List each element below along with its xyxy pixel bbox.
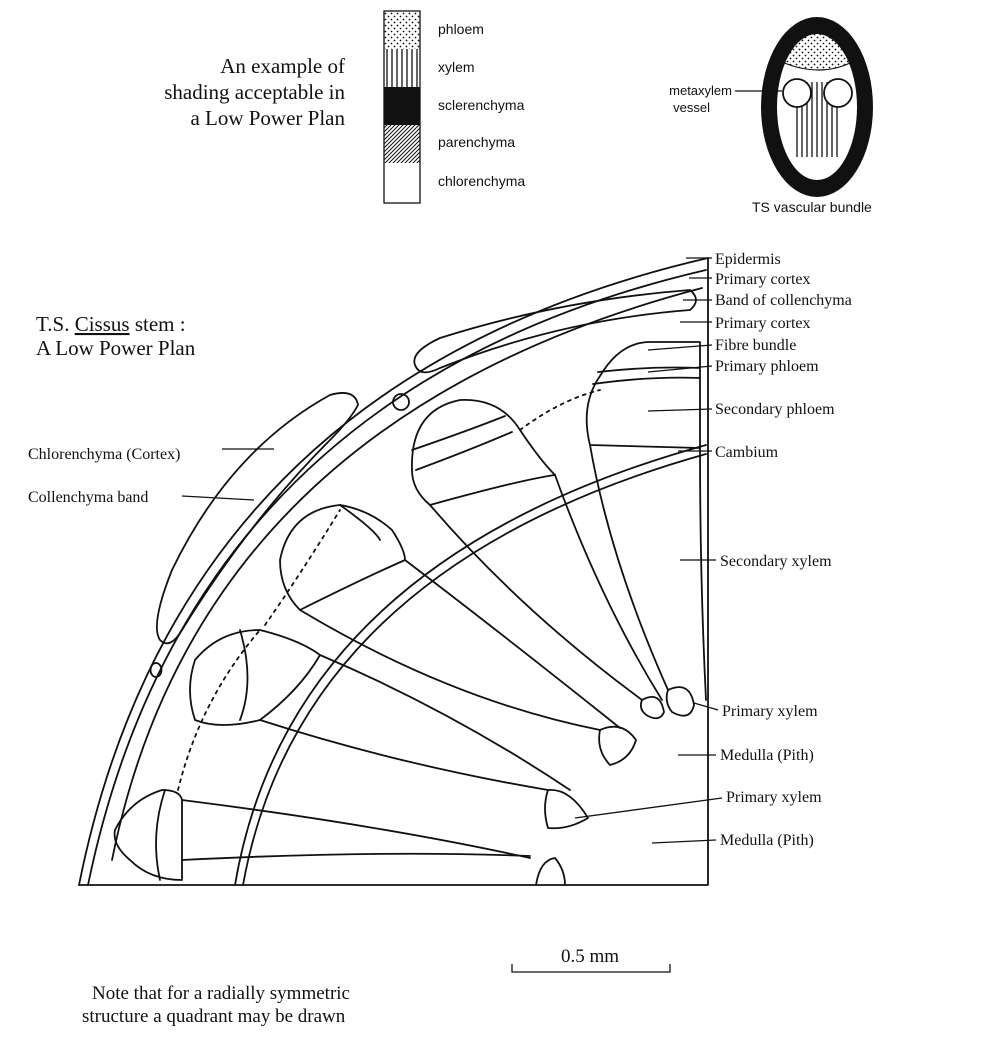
outer-collenchyma-band <box>413 289 697 374</box>
label-medulla-2: Medulla (Pith) <box>720 832 814 849</box>
label-collenchyma-band: Collenchyma band <box>28 489 148 506</box>
bundle-1-primary-xylem <box>665 686 695 717</box>
leader-primary-xylem-1 <box>693 702 719 711</box>
label-cambium: Cambium <box>715 444 779 461</box>
bundle-5-lower-edge <box>181 852 531 861</box>
bundle-1-left-edge <box>589 444 669 691</box>
oil-cavity-upper <box>392 393 410 411</box>
epidermis-outer <box>78 257 709 886</box>
leader-primary-xylem-2 <box>574 797 723 819</box>
shading-key: An example of shading acceptable in a Lo… <box>164 10 525 204</box>
bundle-4-right-edge <box>319 654 571 791</box>
bundle-2-right-edge <box>554 474 663 701</box>
bundle-4-top <box>189 629 321 726</box>
note-line-2: structure a quadrant may be drawn <box>82 1006 346 1027</box>
bundle-2-left-edge <box>429 504 643 701</box>
oil-cavity-lower <box>149 662 163 678</box>
leader-secondary-phloem <box>647 408 713 412</box>
key-swatch-column <box>383 10 421 204</box>
leader-medulla-2 <box>651 839 717 844</box>
bundle-1-phloem-line-2 <box>592 376 701 385</box>
metaxylem-vessel-left <box>782 78 812 108</box>
cambium-dotted-upper <box>519 389 601 431</box>
leader-fibre-bundle <box>647 344 713 351</box>
metaxylem-vessel-right <box>823 78 853 108</box>
label-medulla-1: Medulla (Pith) <box>720 747 814 764</box>
key-intro-line-1: An example of <box>220 54 345 78</box>
vascular-bundle-inset: metaxylem vessel TS vascular bundle <box>669 17 873 215</box>
quadrant-axes <box>78 257 709 886</box>
bundle-3-primary-xylem <box>598 725 637 766</box>
plan-subtitle: A Low Power Plan <box>36 336 196 360</box>
leader-primary-phloem <box>647 365 713 373</box>
key-intro-line-3: a Low Power Plan <box>190 106 345 130</box>
bundle-phloem <box>781 29 853 71</box>
cambium-dotted-mid <box>264 509 341 626</box>
metaxylem-label: metaxylem <box>669 83 732 98</box>
cambium-line-inner <box>242 453 707 886</box>
label-band-of-collenchyma: Band of collenchyma <box>715 292 852 309</box>
bundle-1-top <box>585 341 701 449</box>
scale-bar-line <box>511 964 671 973</box>
note-line-1: Note that for a radially symmetric <box>92 983 350 1004</box>
phloem-swatch <box>384 11 420 49</box>
parenchyma-swatch <box>384 125 420 163</box>
leader-collenchyma-band <box>181 495 255 501</box>
cambium-line-outer <box>234 444 707 886</box>
collenchyma-band-left <box>155 392 359 645</box>
label-primary-xylem-2: Primary xylem <box>726 789 822 806</box>
bundle-2-primary-xylem <box>639 696 665 720</box>
vascular-bundle-caption: TS vascular bundle <box>752 199 872 215</box>
bundle-5-upper-edge <box>181 799 531 859</box>
key-label-chlorenchyma: chlorenchyma <box>438 173 525 189</box>
label-chlorenchyma-cortex: Chlorenchyma (Cortex) <box>28 446 180 463</box>
label-epidermis: Epidermis <box>715 251 781 268</box>
bundle-2-phloem-line-2 <box>415 431 513 471</box>
sclerenchyma-swatch <box>384 87 420 125</box>
swatch-border <box>383 10 421 204</box>
bundle-4-left-edge <box>259 719 549 791</box>
bundle-4-phloem-line <box>239 629 249 721</box>
xylem-swatch <box>384 49 420 87</box>
cortex-boundary <box>111 287 703 861</box>
bundle-2-top <box>411 399 556 506</box>
bundle-5-primary-xylem <box>535 857 566 886</box>
label-primary-cortex-2: Primary cortex <box>715 315 811 332</box>
vessel-label: vessel <box>673 100 710 115</box>
chlorenchyma-swatch <box>384 163 420 203</box>
scale-bar-label: 0.5 mm <box>561 946 619 967</box>
bundle-4-primary-xylem <box>544 789 589 830</box>
scale-bar: 0.5 mm <box>511 946 671 973</box>
bundle-3-top <box>279 504 406 611</box>
bundle-2-phloem-line <box>411 415 506 451</box>
key-label-xylem: xylem <box>438 59 475 75</box>
label-secondary-phloem: Secondary phloem <box>715 401 835 418</box>
plan-title: T.S. Cissus stem : <box>36 312 186 336</box>
bundle-3-left-edge <box>299 609 601 731</box>
label-primary-cortex-1: Primary cortex <box>715 271 811 288</box>
bundle-1-right-edge <box>699 447 707 701</box>
label-primary-phloem: Primary phloem <box>715 358 819 375</box>
label-primary-xylem-1: Primary xylem <box>722 703 818 720</box>
label-secondary-xylem: Secondary xylem <box>720 553 832 570</box>
key-label-parenchyma: parenchyma <box>438 134 515 150</box>
key-label-phloem: phloem <box>438 21 484 37</box>
bundle-5-phloem-line <box>155 789 166 881</box>
key-intro-line-2: shading acceptable in <box>164 80 345 104</box>
cambium-dotted-lower <box>177 629 261 791</box>
stem-quadrant <box>78 257 723 886</box>
bundle-3-phloem-line <box>339 504 381 541</box>
label-fibre-bundle: Fibre bundle <box>715 337 796 354</box>
epidermis-inner <box>87 269 707 886</box>
bundle-3-right-edge <box>404 559 621 729</box>
key-label-sclerenchyma: sclerenchyma <box>438 97 525 113</box>
